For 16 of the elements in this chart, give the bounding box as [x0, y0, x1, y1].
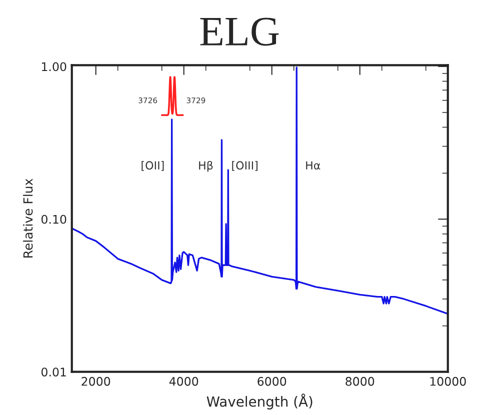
annotation: [OIII] [232, 160, 258, 171]
annotation: [OII] [142, 160, 164, 171]
x-tick-label: 6000 [258, 376, 286, 386]
y-tick-label: 0.01 [41, 368, 66, 376]
x-tick-label: 8000 [346, 376, 374, 386]
annotation: Hα [306, 161, 320, 170]
y-tick-label: 0.10 [41, 214, 66, 224]
line-series [72, 66, 448, 315]
x-tick-label: 4000 [169, 376, 198, 386]
chart-title: ELG [200, 18, 279, 46]
y-axis-title: Relative Flux [23, 178, 33, 258]
x-axis-title: Wavelength (Å) [206, 394, 312, 410]
x-tick-label: 2000 [82, 376, 110, 386]
annotation: Hβ [199, 160, 213, 172]
y-tick-label: 1.00 [42, 62, 66, 72]
x-tick-label: 10000 [430, 376, 466, 386]
